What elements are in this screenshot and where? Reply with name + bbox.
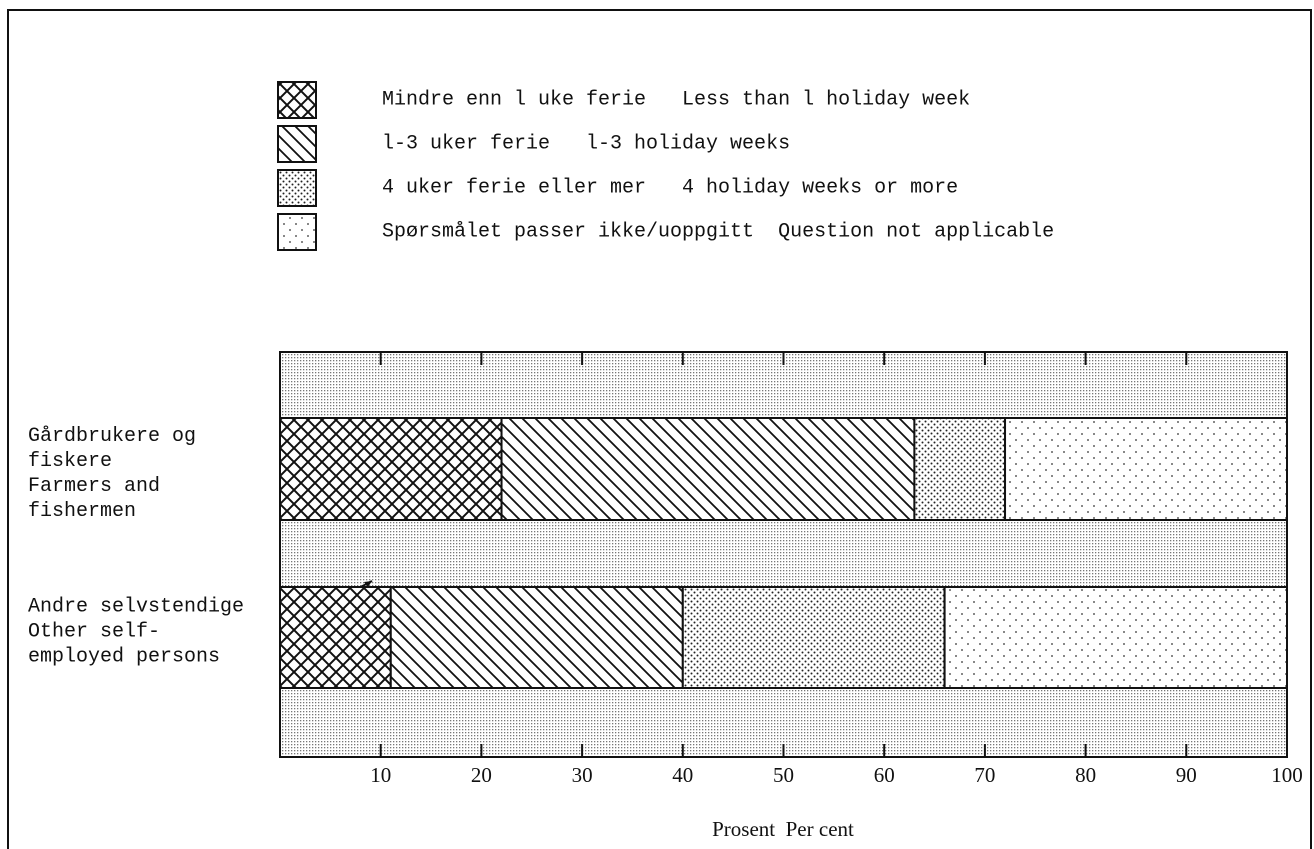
bar-segment — [913, 417, 1007, 521]
bar-segment — [279, 417, 503, 521]
x-tick-label: 30 — [572, 763, 593, 787]
x-tick-label: 40 — [672, 763, 693, 787]
legend-swatch — [277, 169, 317, 207]
plot-area — [279, 351, 1288, 758]
category-label: Andre selvstendige Other self- employed … — [28, 595, 245, 668]
legend-label: l-3 uker ferie l-3 holiday weeks — [382, 132, 790, 155]
legend-label: Spørsmålet passer ikke/uoppgitt Question… — [382, 220, 1054, 243]
bar-segment — [500, 417, 916, 521]
x-tick-label: 70 — [974, 763, 995, 787]
category-label: Gårdbrukere og fiskere Farmers and fishe… — [28, 425, 197, 523]
bar-segment — [1004, 417, 1288, 521]
x-tick-label: 100 — [1271, 763, 1303, 787]
x-tick-label: 10 — [370, 763, 391, 787]
pointer-arrowhead — [364, 581, 372, 587]
legend-swatch — [277, 125, 317, 163]
legend-swatch — [277, 81, 317, 119]
x-tick-label: 60 — [874, 763, 895, 787]
bar-segment — [389, 586, 684, 689]
frame — [7, 9, 1312, 849]
x-tick-label: 20 — [471, 763, 492, 787]
legend-label: Mindre enn l uke ferie Less than l holid… — [382, 88, 970, 111]
bar-segment — [943, 586, 1288, 689]
x-tick-label: 50 — [773, 763, 794, 787]
x-tick-label: 90 — [1176, 763, 1197, 787]
x-tick-label: 80 — [1075, 763, 1096, 787]
x-axis-label: Prosent Per cent — [712, 817, 854, 841]
bar-segment — [681, 586, 946, 689]
legend-label: 4 uker ferie eller mer 4 holiday weeks o… — [382, 176, 958, 199]
legend-swatch — [277, 213, 317, 251]
bar-segment — [279, 586, 392, 689]
